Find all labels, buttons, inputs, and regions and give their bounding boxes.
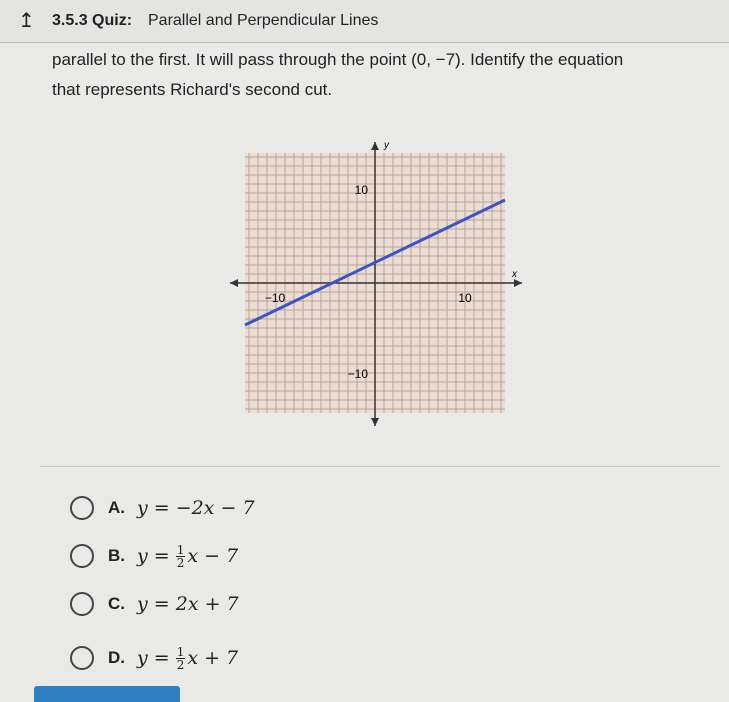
y-axis-label: y [383,140,390,151]
option[interactable]: A. y = −2x − 7 [70,493,255,523]
option-equation: y = 1 2 x + 7 [137,646,238,671]
divider [40,466,720,467]
x-axis-label: x [511,269,518,280]
equation-rest: x − 7 [187,545,239,567]
y-tick-label: −10 [348,367,369,381]
denominator: 2 [176,555,185,570]
option[interactable]: D. y = 1 2 x + 7 [70,643,238,673]
back-icon[interactable]: ↥ [18,10,35,32]
option-letter: D. [108,648,125,667]
option-letter: B. [108,546,125,565]
question-text: parallel to the first. It will pass thro… [52,50,624,69]
equation-lhs: y = [137,647,170,669]
radio[interactable] [70,496,94,520]
radio[interactable] [70,592,94,616]
option[interactable]: B. y = 1 2 x − 7 [70,541,238,571]
option-equation: y = 2x + 7 [137,593,239,615]
quiz-title: Parallel and Perpendicular Lines [148,12,379,29]
arrow [230,279,238,287]
option-letter: C. [108,594,125,613]
arrow [371,142,379,150]
graph: y x −10 10 10 −10 [230,140,522,426]
option[interactable]: C. y = 2x + 7 [70,589,239,619]
equation-lhs: y = [137,545,170,567]
arrow [514,279,522,287]
x-tick-label: −10 [265,291,286,305]
option-equation: y = −2x − 7 [137,497,255,519]
quiz-number: 3.5.3 Quiz: [52,12,133,29]
option-equation: y = 1 2 x − 7 [137,544,238,569]
radio[interactable] [70,646,94,670]
header-bar: ↥ 3.5.3 Quiz: Parallel and Perpendicular… [0,0,729,43]
x-tick-label: 10 [458,291,472,305]
equation-rest: x + 7 [187,647,239,669]
y-tick-label: 10 [355,183,369,197]
numerator: 1 [175,542,186,557]
radio[interactable] [70,544,94,568]
question-text: that represents Richard's second cut. [52,80,333,99]
numerator: 1 [175,644,186,659]
graphed-line [244,198,506,327]
option-letter: A. [108,498,125,517]
arrow [371,418,379,426]
submit-button[interactable] [34,686,180,702]
denominator: 2 [176,657,185,672]
